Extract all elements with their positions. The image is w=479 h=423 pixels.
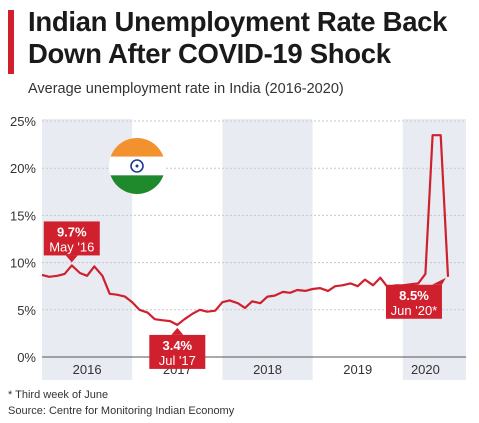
annotation-date: May '16	[49, 239, 94, 254]
flag-saffron-stripe	[109, 138, 165, 157]
annotation-label: 9.7%May '16	[43, 221, 100, 263]
annotation-label: 8.5%Jun '20*	[385, 277, 446, 319]
y-tick-label: 20%	[10, 161, 36, 176]
y-tick-label: 5%	[17, 303, 36, 318]
annotation-pointer	[171, 327, 184, 335]
india-flag-icon	[109, 138, 165, 194]
annotation-pointer	[65, 255, 78, 263]
flag-chakra-hub	[135, 164, 139, 168]
y-tick-label: 10%	[10, 256, 36, 271]
annotation-box	[149, 334, 206, 369]
x-tick-label: 2019	[343, 362, 372, 377]
annotation-date: Jul '17	[159, 353, 196, 368]
x-tick-label: 2016	[73, 362, 102, 377]
x-tick-label: 2020	[411, 362, 440, 377]
source-note: Source: Centre for Monitoring Indian Eco…	[8, 405, 235, 417]
annotation-box	[43, 221, 100, 256]
y-tick-label: 15%	[10, 208, 36, 223]
footnote: * Third week of June	[8, 389, 109, 401]
year-band	[402, 119, 466, 380]
annotation-date: Jun '20*	[391, 303, 438, 318]
x-tick-label: 2018	[253, 362, 282, 377]
annotation-value: 3.4%	[162, 338, 192, 353]
annotation-label: 3.4%Jul '17	[149, 327, 206, 369]
annotation-pointer	[431, 277, 446, 285]
year-band	[222, 119, 313, 380]
y-tick-label: 0%	[17, 350, 36, 365]
title-accent-bar	[8, 10, 14, 74]
series-line	[41, 134, 450, 326]
flag-chakra	[130, 159, 144, 173]
chart-title: Indian Unemployment Rate Back Down After…	[28, 6, 448, 69]
annotation-box	[385, 284, 442, 319]
annotation-value: 8.5%	[399, 288, 429, 303]
chart-subtitle: Average unemployment rate in India (2016…	[28, 81, 344, 97]
annotation-value: 9.7%	[57, 224, 87, 239]
line-chart: 0%5%10%15%20%25%2016 2017 2018 2019 20209.7%…	[10, 114, 466, 380]
flag-green-stripe	[109, 175, 165, 194]
y-tick-label: 25%	[10, 114, 36, 129]
